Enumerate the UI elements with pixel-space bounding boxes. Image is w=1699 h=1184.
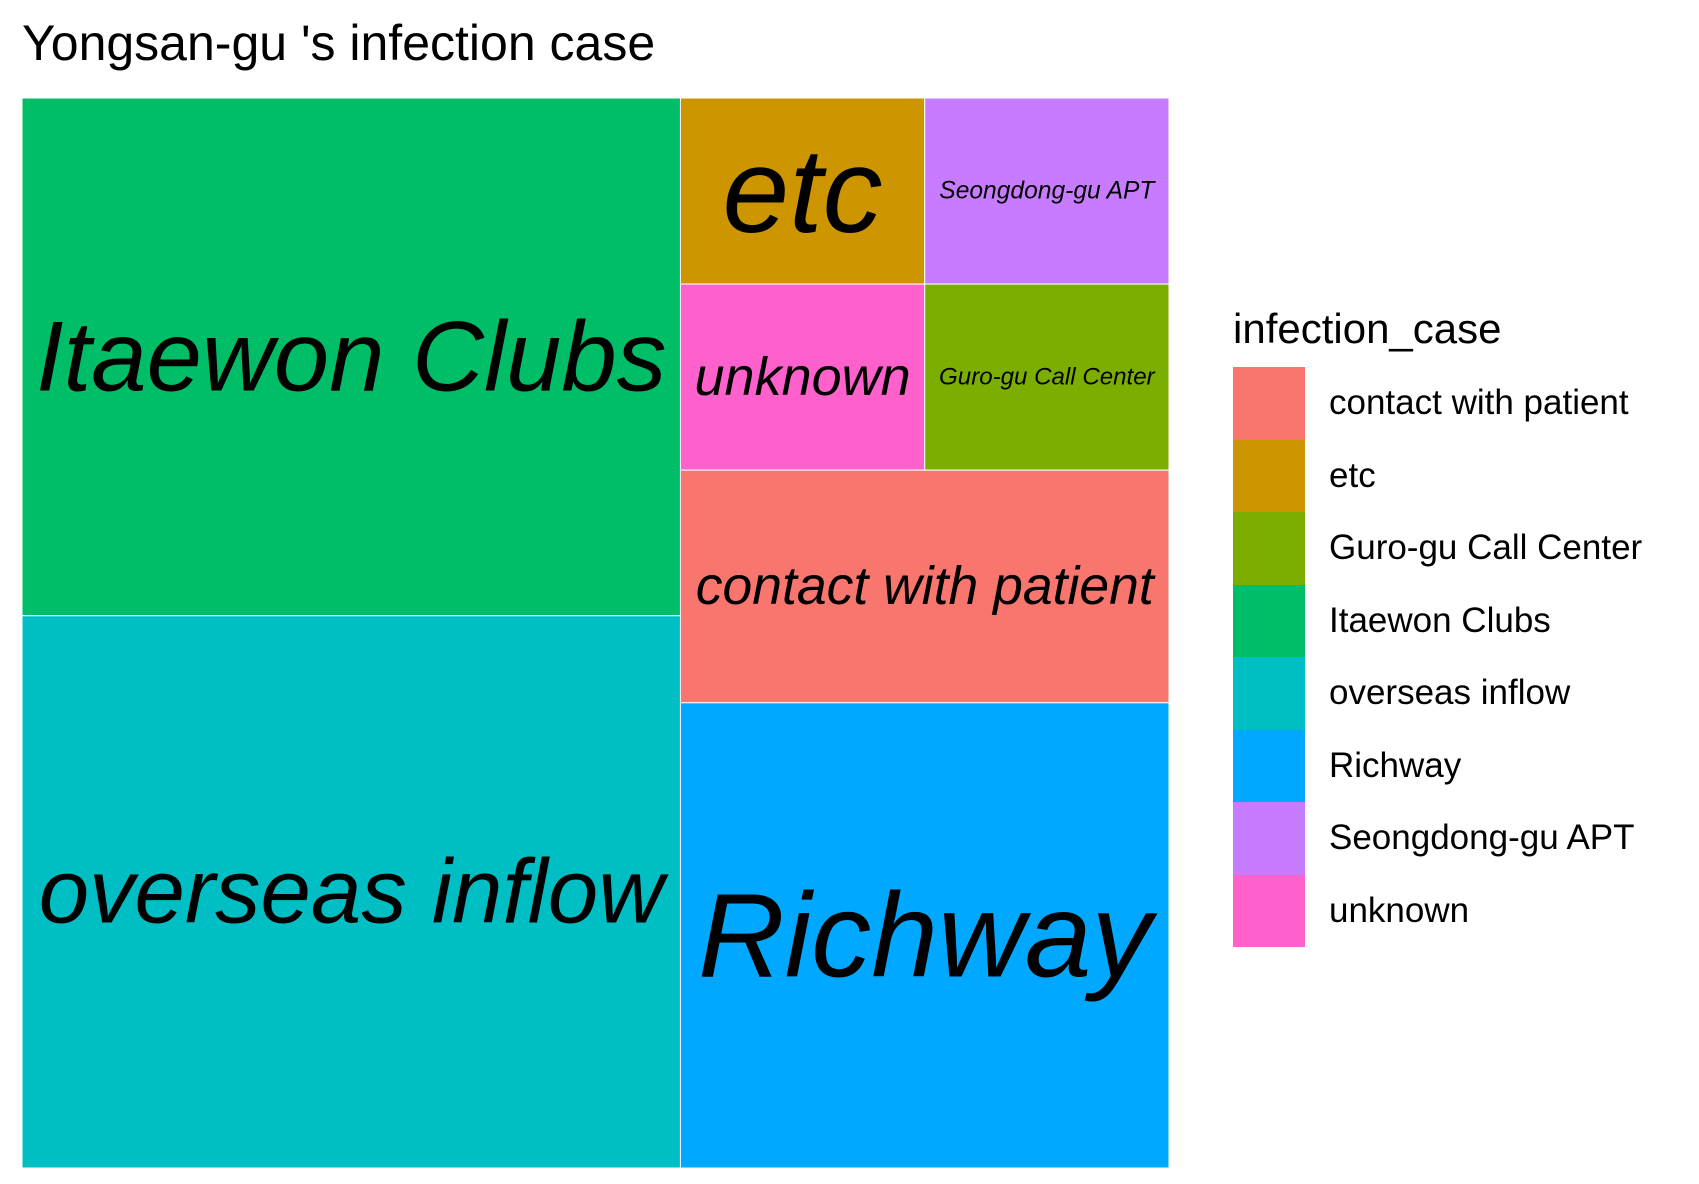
- legend-key-contact-with-patient: [1233, 367, 1305, 440]
- legend-label-richway: Richway: [1329, 745, 1462, 785]
- treemap-tile-richway: [679, 702, 1170, 1169]
- treemap-label-unknown: unknown: [695, 347, 911, 407]
- treemap-label-seongdong-gu-apt: Seongdong-gu APT: [939, 178, 1156, 205]
- treemap-label-overseas-inflow: overseas inflow: [39, 841, 670, 942]
- treemap-tile-contact-with-patient: [679, 469, 1170, 704]
- treemap-label-contact-with-patient: contact with patient: [696, 557, 1156, 616]
- legend-key-unknown: [1233, 874, 1305, 947]
- treemap-label-itaewon-clubs: Itaewon Clubs: [36, 301, 667, 412]
- legend-key-overseas-inflow: [1233, 657, 1305, 730]
- legend-item-richway: Richway: [1233, 729, 1642, 802]
- legend-key-itaewon-clubs: [1233, 584, 1305, 657]
- treemap-label-etc: etc: [723, 124, 883, 258]
- treemap-label-richway: Richway: [698, 868, 1158, 1002]
- legend-item-guro-gu-call-center: Guro-gu Call Center: [1233, 512, 1642, 585]
- legend-label-guro-gu-call-center: Guro-gu Call Center: [1329, 528, 1643, 568]
- legend-item-seongdong-gu-apt: Seongdong-gu APT: [1233, 802, 1642, 875]
- treemap-tile-overseas-inflow: [21, 615, 681, 1169]
- treemap-tile-etc: [679, 97, 926, 285]
- treemap-tile-seongdong-gu-apt: [924, 97, 1170, 285]
- legend-key-etc: [1233, 439, 1305, 512]
- legend-label-itaewon-clubs: Itaewon Clubs: [1329, 600, 1551, 640]
- legend-key-seongdong-gu-apt: [1233, 802, 1305, 875]
- legend-label-overseas-inflow: overseas inflow: [1329, 673, 1571, 713]
- legend-title: infection_case: [1233, 305, 1502, 352]
- treemap-label-guro-gu-call-center: Guro-gu Call Center: [939, 364, 1156, 391]
- legend-key-guro-gu-call-center: [1233, 512, 1305, 585]
- legend-item-contact-with-patient: contact with patient: [1233, 367, 1642, 440]
- treemap-tile-itaewon-clubs: [21, 97, 681, 617]
- chart-title: Yongsan-gu 's infection case: [22, 15, 656, 71]
- legend-key-richway: [1233, 729, 1305, 802]
- legend-item-overseas-inflow: overseas inflow: [1233, 657, 1642, 730]
- legend: infection_case contact with patient etc Gu…: [1233, 305, 1642, 947]
- legend-item-itaewon-clubs: Itaewon Clubs: [1233, 584, 1642, 657]
- legend-label-unknown: unknown: [1329, 890, 1470, 930]
- legend-label-seongdong-gu-apt: Seongdong-gu APT: [1329, 818, 1635, 858]
- legend-item-etc: etc: [1233, 439, 1642, 512]
- legend-items: contact with patient etc Guro-gu Call Cent…: [1233, 367, 1642, 947]
- legend-item-unknown: unknown: [1233, 874, 1642, 947]
- treemap-tile-guro-gu-call-center: [924, 283, 1170, 471]
- legend-label-etc: etc: [1329, 455, 1376, 495]
- legend-label-contact-with-patient: contact with patient: [1329, 383, 1629, 423]
